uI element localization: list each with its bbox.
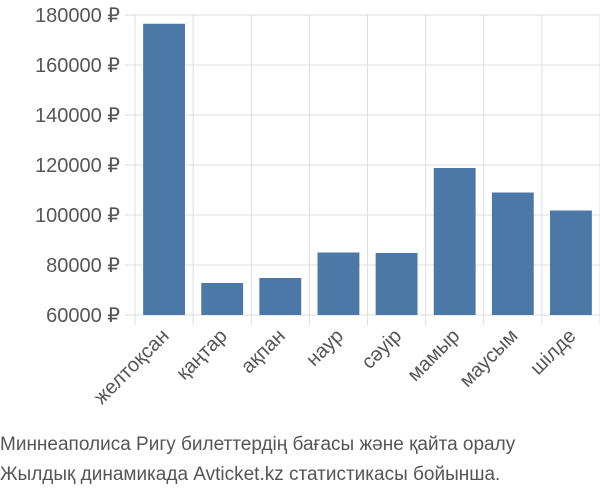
x-tick-label: шілде [526,325,580,379]
x-tick-label: желтоқсан [90,325,174,409]
bar-4 [317,252,360,315]
caption-line-1: Миннеаполиса Ригу билеттердің бағасы жән… [0,434,516,455]
y-tick-label: 180000 ₽ [35,5,120,27]
caption-line-2: Жылдық динамикада Avticket.kz статистика… [0,464,501,485]
bar-3 [259,278,302,315]
x-tick-label: маусым [455,325,522,392]
chart-caption: Миннеаполиса Ригу билеттердің бағасы жән… [0,430,600,490]
bar-8 [550,210,592,315]
bar-1 [143,23,185,315]
y-tick-label: 80000 ₽ [46,255,120,277]
grid-lines [125,14,600,325]
bar-6 [433,168,476,315]
bar-2 [201,283,244,315]
y-tick-label: 120000 ₽ [35,155,120,177]
bar-7 [491,192,534,315]
y-tick-label: 140000 ₽ [35,105,120,127]
x-tick-label: сәуір [358,325,407,374]
y-tick-label: 100000 ₽ [35,205,120,227]
price-bar-chart: 60000 ₽ 80000 ₽ 100000 ₽ 120000 ₽ 140000 ₽ 16… [35,5,600,409]
x-tick-label: наур [302,325,348,371]
bars [143,23,592,315]
x-tick-label: қаңтар [172,325,231,384]
y-tick-labels: 60000 ₽ 80000 ₽ 100000 ₽ 120000 ₽ 140000 ₽ 16… [35,5,120,327]
bar-5 [375,253,418,315]
x-tick-label: ақпан [237,325,290,378]
y-tick-label: 60000 ₽ [46,305,120,327]
y-tick-label: 160000 ₽ [35,55,120,77]
